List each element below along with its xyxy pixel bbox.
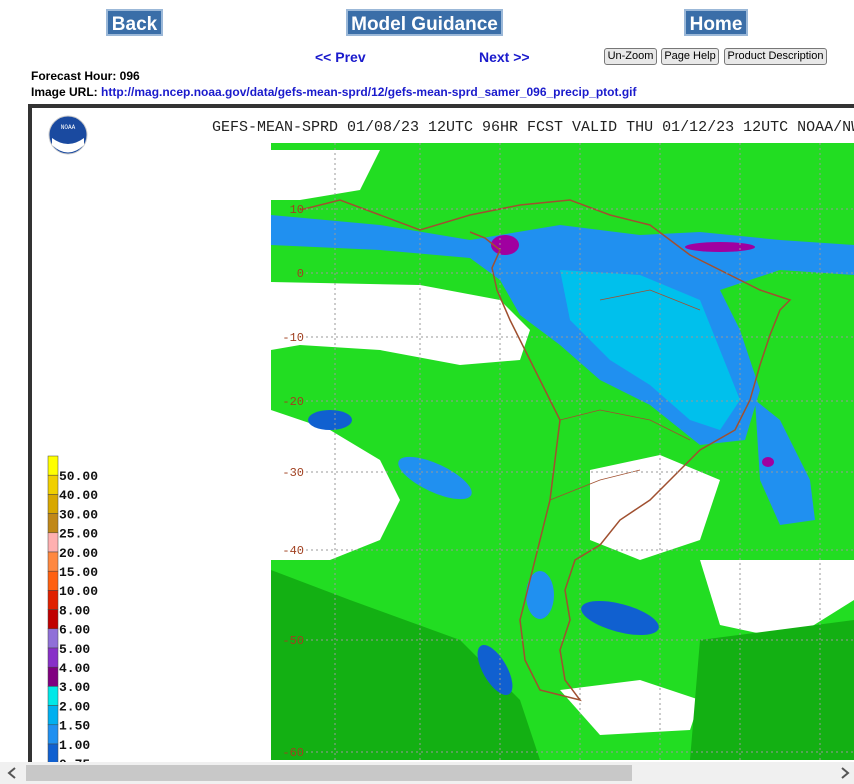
- lat-label: -10: [282, 331, 304, 345]
- legend-swatch: [47, 532, 59, 553]
- forecast-hour: Forecast Hour: 096: [31, 69, 140, 83]
- legend-label: 0.75: [59, 757, 90, 762]
- heavy-precip: [477, 645, 513, 695]
- heavy-precip: [581, 600, 659, 636]
- no-precip: [590, 455, 720, 560]
- lat-label: -20: [282, 395, 304, 409]
- heavy-precip: [755, 400, 815, 525]
- product-description-button[interactable]: Product Description: [724, 48, 827, 65]
- legend-swatch: [47, 628, 59, 649]
- legend-label: 30.00: [59, 507, 98, 522]
- legend-swatch: [47, 609, 59, 630]
- legend-swatch: [47, 686, 59, 706]
- legend-swatch: [47, 743, 59, 762]
- map-image: NOAA GEFS-MEAN-SPRD 01/08/23 12UTC 96HR …: [28, 104, 854, 762]
- image-url-label: Image URL:: [31, 85, 98, 99]
- prev-link[interactable]: << Prev: [315, 49, 366, 65]
- no-precip: [271, 282, 530, 365]
- legend-label: 20.00: [59, 546, 98, 561]
- legend-swatch: [47, 494, 59, 514]
- lat-label: -60: [282, 746, 304, 760]
- moderate-precip: [690, 620, 854, 760]
- legend-label: 1.50: [59, 719, 90, 734]
- legend-label: 8.00: [59, 603, 90, 618]
- no-precip: [271, 150, 380, 200]
- image-url-line: Image URL: http://mag.ncep.noaa.gov/data…: [31, 85, 637, 99]
- legend-label: 6.00: [59, 623, 90, 638]
- coastline: [299, 199, 792, 702]
- legend-swatch: [47, 455, 59, 476]
- legend-swatch: [47, 647, 59, 668]
- borders: [549, 289, 701, 501]
- legend-label: 25.00: [59, 527, 98, 542]
- legend-label: 1.00: [59, 738, 90, 753]
- legend-label: 4.00: [59, 661, 90, 676]
- legend-label: 3.00: [59, 680, 90, 695]
- heavy-precip: [308, 410, 352, 430]
- logo-wave: [52, 138, 84, 153]
- lat-label: -40: [282, 544, 304, 558]
- lat-label: 10: [290, 203, 304, 217]
- heavy-precip: [398, 456, 472, 500]
- lat-label: -50: [282, 634, 304, 648]
- legend-swatch: [47, 705, 59, 726]
- unzoom-button[interactable]: Un-Zoom: [604, 48, 657, 65]
- scrollbar-thumb[interactable]: [26, 765, 632, 781]
- scrollbar[interactable]: [0, 762, 854, 784]
- extreme-precip: [762, 457, 774, 467]
- next-link[interactable]: Next >>: [479, 49, 530, 65]
- heavy-precip: [526, 571, 554, 619]
- legend-label: 2.00: [59, 699, 90, 714]
- legend-swatch: [47, 724, 59, 745]
- legend-label: 10.00: [59, 584, 98, 599]
- legend-label: 50.00: [59, 469, 98, 484]
- scroll-arrows: [7, 767, 850, 779]
- logo-text: NOAA: [61, 124, 76, 131]
- legend-swatch: [47, 474, 59, 495]
- lat-label: -30: [282, 466, 304, 480]
- extreme-precip: [491, 235, 519, 255]
- heavier-precip: [560, 270, 740, 430]
- extreme-precip: [685, 242, 755, 252]
- no-precip: [560, 680, 700, 735]
- image-url[interactable]: http://mag.ncep.noaa.gov/data/gefs-mean-…: [101, 85, 637, 99]
- model-guidance-button[interactable]: Model Guidance: [346, 9, 503, 36]
- home-button[interactable]: Home: [684, 9, 748, 36]
- legend-swatch: [47, 590, 59, 610]
- page-help-button[interactable]: Page Help: [661, 48, 719, 65]
- back-button[interactable]: Back: [106, 9, 163, 36]
- legend-swatch: [47, 570, 59, 591]
- legend-swatch: [47, 551, 59, 572]
- legend-label: 5.00: [59, 642, 90, 657]
- legend-swatch: [47, 513, 59, 534]
- map-title: GEFS-MEAN-SPRD 01/08/23 12UTC 96HR FCST …: [212, 119, 854, 136]
- legend-label: 40.00: [59, 488, 98, 503]
- no-precip: [700, 560, 854, 640]
- lat-label: 0: [297, 267, 304, 281]
- legend-label: 15.00: [59, 565, 98, 580]
- moderate-precip: [271, 570, 540, 760]
- legend-swatch: [47, 666, 59, 687]
